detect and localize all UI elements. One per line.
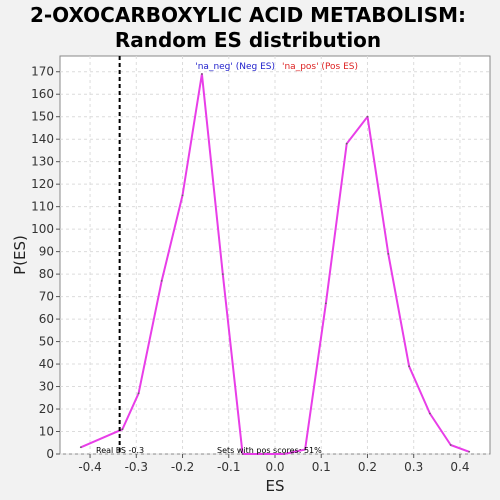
y-tick-label: 40 [39, 357, 54, 371]
x-axis-label: ES [266, 477, 285, 495]
data-point [345, 142, 348, 145]
x-tick-label: -0.1 [217, 460, 240, 474]
x-tick-label: -0.3 [125, 460, 148, 474]
x-tick-label: 0.0 [265, 460, 284, 474]
real-es-label: Real ES -0.3 [96, 446, 144, 455]
axis-layer: 0 10 20 30 40 50 60 70 80 90 100 110 120 130 140 150 160… [31, 65, 469, 474]
data-point [387, 252, 390, 255]
data-point [201, 73, 203, 75]
data-point [241, 453, 244, 455]
y-axis-label: P(ES) [11, 235, 29, 275]
x-tick-label: -0.4 [78, 460, 101, 474]
y-tick-label: 60 [39, 312, 54, 326]
data-point [428, 412, 431, 415]
y-tick-label: 120 [31, 177, 54, 191]
series-layer [79, 73, 471, 455]
y-tick-label: 140 [31, 132, 54, 146]
data-point [408, 365, 410, 368]
legend-entry-pos: 'na_pos' (Pos ES) [282, 62, 358, 72]
y-tick-label: 0 [46, 447, 54, 461]
y-tick-label: 90 [39, 245, 54, 259]
legend-entry-neg: 'na_neg' (Neg ES) [195, 62, 275, 72]
y-tick-label: 50 [39, 335, 54, 349]
x-tick-label: 0.3 [404, 460, 423, 474]
x-tick-label: 0.2 [358, 460, 377, 474]
data-point [262, 453, 265, 455]
data-point [449, 444, 452, 446]
y-tick-label: 170 [31, 65, 54, 79]
data-point [221, 273, 224, 276]
data-point [79, 446, 82, 449]
y-tick-label: 80 [39, 267, 54, 281]
y-tick-label: 30 [39, 380, 54, 394]
data-point [160, 279, 163, 282]
y-tick-label: 70 [39, 290, 54, 304]
data-point [468, 450, 471, 453]
grid-layer [60, 56, 490, 455]
data-point [121, 428, 124, 431]
x-tick-label: 0.1 [312, 460, 331, 474]
y-tick-label: 20 [39, 402, 54, 416]
y-tick-label: 150 [31, 110, 54, 124]
data-point [137, 392, 140, 395]
pos-scores-annotation: Sets with pos scores: 51% [217, 446, 322, 455]
data-point [181, 194, 184, 197]
y-tick-label: 10 [39, 425, 54, 439]
data-point [283, 453, 286, 455]
data-point [304, 448, 306, 451]
data-point [324, 302, 327, 305]
data-point [366, 115, 369, 118]
y-tick-label: 100 [31, 222, 54, 236]
y-tick-label: 160 [31, 87, 54, 101]
y-tick-label: 130 [31, 155, 54, 169]
x-tick-label: -0.2 [171, 460, 194, 474]
x-tick-label: 0.4 [450, 460, 469, 474]
chart-title: 2-OXOCARBOXYLIC ACID METABOLISM: [30, 3, 466, 27]
chart-subtitle: Random ES distribution [115, 28, 381, 52]
y-tick-label: 110 [31, 200, 54, 214]
